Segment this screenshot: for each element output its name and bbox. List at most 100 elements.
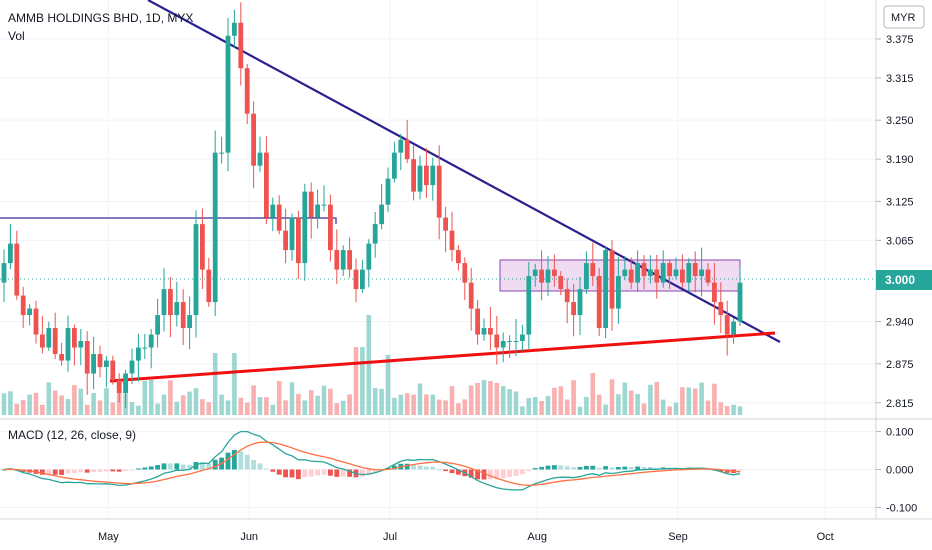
candle-body: [14, 243, 20, 296]
volume-bar: [334, 403, 340, 415]
candle-body: [673, 269, 679, 277]
macd-histogram-bar: [78, 469, 84, 473]
macd-histogram-bar: [123, 469, 128, 471]
price-tick-label: 2.875: [886, 359, 914, 371]
candle-body: [564, 289, 570, 303]
volume-bar: [116, 391, 122, 415]
macd-histogram-bar: [424, 466, 429, 470]
volume-bar: [392, 397, 397, 415]
macd-histogram-bar: [411, 465, 416, 470]
candle-body: [219, 152, 224, 154]
candle-body: [187, 315, 192, 329]
volume-bar: [110, 402, 116, 415]
macd-histogram-bar: [488, 469, 493, 480]
macd-histogram-bar: [328, 469, 333, 476]
macd-histogram-bar: [238, 451, 244, 470]
candle-body: [680, 269, 685, 283]
macd-histogram-bar: [180, 464, 186, 470]
volume-bar: [699, 382, 704, 415]
volume-bar: [65, 399, 71, 415]
candle-body: [360, 269, 365, 290]
macd-histogram-bar: [59, 469, 64, 475]
volume-bar: [686, 387, 692, 415]
candle-body: [136, 347, 141, 361]
macd-histogram-bar: [500, 469, 506, 479]
volume-bar: [385, 355, 391, 415]
candle-body: [72, 328, 77, 348]
candle-body: [609, 250, 615, 309]
candle-body: [596, 276, 602, 329]
macd-histogram-bar: [187, 464, 192, 470]
candle-body: [232, 22, 237, 36]
candle-body: [321, 204, 327, 206]
volume-bar: [52, 390, 58, 415]
time-tick-label: Sep: [668, 531, 688, 543]
macd-histogram-bar: [340, 469, 346, 477]
time-tick-label: Oct: [817, 531, 834, 543]
macd-histogram-bar: [558, 465, 564, 470]
candle-body: [238, 22, 244, 69]
volume-bar: [289, 382, 295, 415]
candle-body: [456, 250, 461, 264]
price-tick-label: 3.190: [886, 154, 914, 166]
macd-histogram-bar: [552, 465, 557, 470]
macd-histogram-bar: [116, 469, 122, 472]
candle-body: [372, 224, 378, 244]
macd-pane: [0, 430, 876, 509]
volume-bar: [635, 393, 640, 415]
volume-bar: [225, 400, 231, 415]
macd-histogram-bar: [449, 469, 455, 474]
price-tick-label: 3.065: [886, 235, 914, 247]
volume-bar: [443, 400, 448, 415]
candle-body: [84, 341, 90, 374]
macd-histogram-bar: [283, 469, 288, 478]
volume-bar: [353, 347, 359, 415]
volume-bar: [20, 400, 26, 415]
macd-histogram-bar: [40, 469, 45, 475]
candle-body: [475, 308, 480, 335]
volume-bar: [360, 347, 365, 415]
axes: 3.375 3.315 3.250 3.190 3.125 3.065 2.940 2.875…: [98, 34, 917, 543]
macd-histogram-bar: [46, 469, 52, 475]
macd-histogram-bar: [520, 469, 525, 475]
macd-histogram-bar: [244, 454, 250, 470]
candle-body: [302, 191, 308, 264]
time-tick-label: Jun: [240, 531, 258, 543]
volume-bar: [321, 385, 327, 415]
macd-histogram-bar: [366, 469, 372, 475]
candle-body: [654, 269, 660, 283]
macd-tick-label: -0.100: [886, 503, 917, 515]
currency-button[interactable]: [883, 5, 925, 29]
volume-bar: [72, 385, 77, 415]
macd-histogram-bar: [705, 469, 711, 471]
volume-bar: [731, 404, 736, 415]
volume-bar: [270, 404, 276, 415]
candle-body: [724, 315, 730, 335]
macd-histogram-bar: [443, 469, 448, 472]
candle-body: [264, 152, 269, 218]
candle-body: [507, 341, 512, 343]
candle-body: [315, 204, 320, 218]
volume-bar: [46, 382, 52, 415]
macd-histogram-bar: [1, 469, 7, 471]
volume-bar: [257, 397, 263, 415]
volume-bar: [238, 397, 244, 415]
volume-bar: [148, 379, 154, 415]
macd-histogram-bar: [315, 469, 320, 476]
volume-bar: [532, 396, 538, 415]
macd-histogram-bar: [436, 469, 442, 471]
macd-histogram-bar: [360, 469, 365, 477]
candle-body: [424, 165, 429, 186]
volume-bar: [571, 380, 576, 415]
volume-bar: [494, 382, 500, 415]
candle-body: [225, 35, 231, 153]
candle-body: [449, 230, 455, 251]
volume-bar: [264, 397, 269, 415]
macd-histogram-bar: [609, 467, 615, 470]
candle-body: [616, 276, 621, 309]
candle-body: [168, 289, 173, 316]
candle-body: [174, 302, 180, 316]
candle-body: [392, 152, 397, 179]
macd-histogram-bar: [91, 469, 96, 472]
